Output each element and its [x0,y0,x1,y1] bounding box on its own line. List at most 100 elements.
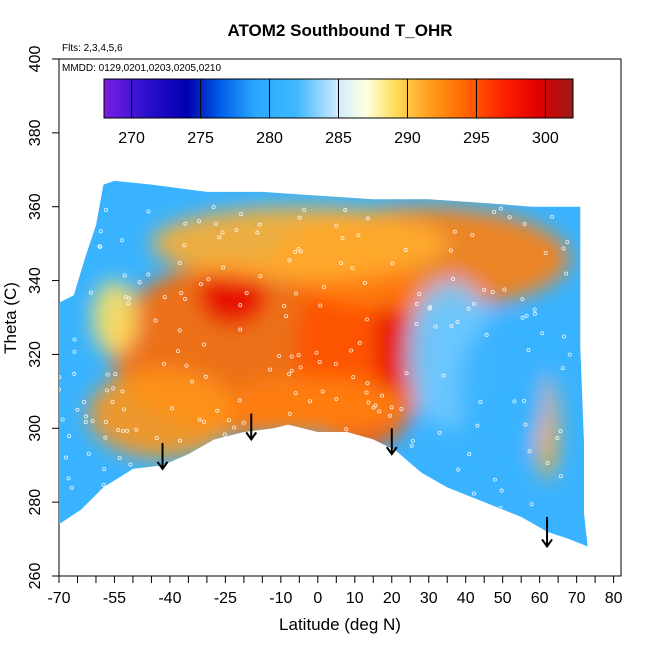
x-tick-label: -10 [269,590,292,607]
x-axis-label: Latitude (deg N) [279,615,401,634]
sample-point [380,393,385,398]
sample-point [126,301,131,306]
sample-point [122,407,127,412]
sample-point [146,272,151,277]
sample-point [105,372,110,377]
sample-point [234,227,239,232]
sample-point [59,375,62,380]
sample-point [120,238,125,243]
sample-point [343,208,348,213]
y-tick-label: 280 [27,489,44,516]
sample-point [564,271,569,276]
sample-point [222,432,227,437]
sample-point [384,508,389,513]
x-tick-label: 60 [531,590,549,607]
heat-blob [92,280,137,355]
sample-point [206,277,211,282]
sample-point [338,444,343,449]
sample-point [179,291,184,296]
sample-point [177,328,182,333]
sample-point [426,532,431,537]
sample-point [532,311,537,316]
sample-point [340,519,345,524]
sample-point [311,453,316,458]
sample-point [187,456,192,461]
sample-point [380,516,385,521]
down-arrow-icon [245,413,258,442]
sample-point [412,481,417,486]
sample-point [558,429,563,434]
sample-point [257,222,262,227]
sample-point [146,209,151,214]
sample-point [256,507,261,512]
sample-point [230,527,235,532]
sample-point [403,248,408,253]
sample-point [567,352,572,357]
sample-point [153,318,158,323]
sample-point [149,520,154,525]
sample-point [454,514,459,519]
sample-point [565,240,570,245]
sample-point [402,511,407,516]
sample-point [417,292,422,297]
sample-point [117,455,122,460]
sample-point [555,436,560,441]
sample-point [558,474,563,479]
sample-point [103,435,108,440]
sample-point [298,249,303,254]
down-arrow-icon [385,428,398,456]
sample-point [503,527,508,532]
sample-point [255,230,260,235]
sample-point [451,277,456,282]
colorbar-tick-label: 270 [118,130,145,147]
x-tick-label: -55 [103,590,126,607]
sample-point [232,425,237,430]
sample-point [527,449,532,454]
sample-point [296,353,301,358]
sample-point [121,428,126,433]
heat-blob [199,265,267,325]
sample-point [288,508,293,513]
sample-point [290,459,295,464]
sample-point [190,379,195,384]
sample-point [244,291,249,296]
flights-annotation: Flts: 2,3,4,5,6 [62,43,123,54]
sample-point [269,462,274,467]
sample-point [162,295,167,300]
sample-point [356,233,361,238]
sample-point [459,509,464,514]
sample-point [177,438,182,443]
sample-point [105,388,110,393]
colorbar-tick-label: 280 [256,130,283,147]
x-axis: -70 -55 -40 -25 -10 0 10 20 30 40 50 60 70 80 [47,576,623,607]
sample-point [260,454,265,459]
sample-point [289,354,294,359]
sample-point [177,261,182,266]
x-tick-label: 30 [420,590,438,607]
heat-blob [151,206,448,281]
sample-point [203,374,208,379]
sample-point [225,484,230,489]
sample-point [545,461,550,466]
sample-point [215,408,220,413]
chart-title: ATOM2 Southbound T_OHR [227,21,452,40]
sample-point [334,396,339,401]
sample-point [143,536,148,541]
x-tick-label: 50 [494,590,512,607]
sample-point [84,414,89,419]
sample-point [357,340,362,345]
sample-point [318,458,323,463]
sample-point [414,302,419,307]
sample-point [282,304,287,309]
sample-point [222,529,227,534]
y-tick-label: 320 [27,341,44,368]
sample-point [377,409,382,414]
sample-point [98,229,103,234]
sample-point [162,361,167,366]
sample-point [322,284,327,289]
sample-point [520,315,525,320]
sample-point [507,215,512,220]
sample-point [522,398,527,403]
sample-point [334,223,339,228]
sample-point [409,443,414,448]
